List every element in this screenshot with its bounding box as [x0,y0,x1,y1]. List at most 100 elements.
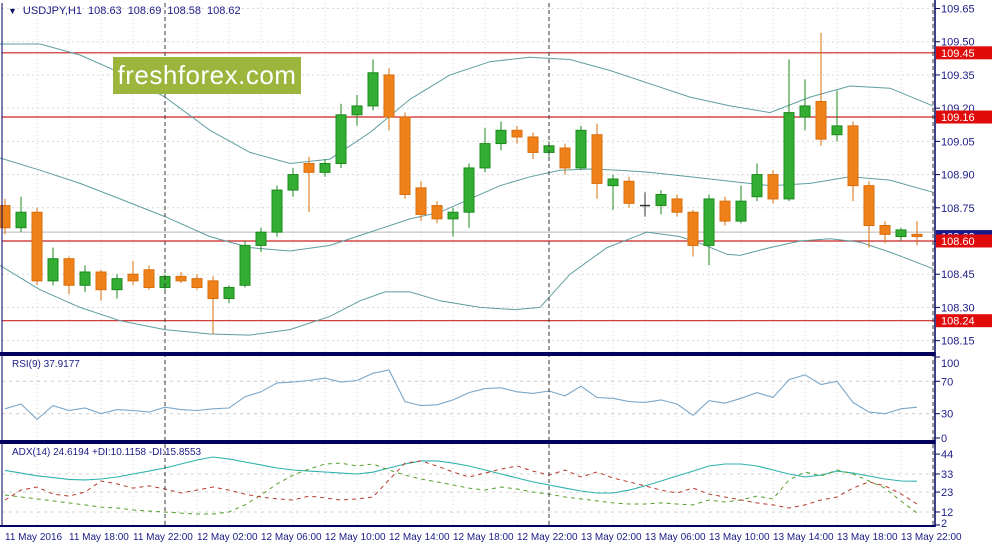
rsi-tick-label: 70 [941,376,953,388]
candle-body [671,198,683,213]
candle-body [447,211,459,220]
candle-body [271,189,283,233]
svg-text:109.45: 109.45 [941,48,975,60]
candle-body [335,114,347,165]
candle-body [15,211,27,229]
time-tick-label: 11 May 22:00 [133,532,193,543]
candle-body [239,244,251,286]
candle-body [799,105,811,118]
time-tick-label: 13 May 22:00 [901,532,962,543]
candle-body [719,200,731,222]
candle-body [735,200,747,222]
symbol-header: ▼ USDJPY,H1 108.63 108.69 108.58 108.62 [8,5,241,17]
rsi-line [4,369,918,421]
candle-body [255,231,267,246]
time-tick-label: 13 May 10:00 [709,532,770,543]
rsi-tick-label: 30 [941,409,953,421]
candle-body [847,125,859,187]
indicator-axis[interactable]: 100 70 30 0 44 33 23 122 [935,356,959,530]
ohlc-low: 108.58 [167,5,201,17]
rsi-tick-label: 0 [941,433,947,445]
symbol-dropdown-icon[interactable]: ▼ [8,6,17,16]
time-tick-label: 12 May 22:00 [517,532,578,543]
candle-body [783,112,795,200]
ohlc-open: 108.63 [88,5,122,17]
candle-body [911,233,923,238]
price-tick-label: 108.30 [941,302,975,314]
adx-main-line [4,456,918,494]
time-tick-label: 13 May 18:00 [837,532,898,543]
level-price-badge [936,110,992,124]
time-tick-label: 12 May 06:00 [261,532,322,543]
candle-body [47,258,59,282]
rsi-indicator-label: RSI(9) 37.9177 [12,359,80,370]
price-tick-label: 109.65 [941,4,975,16]
candle-body [655,194,667,207]
time-tick-label: 12 May 14:00 [389,532,450,543]
candle-body [687,211,699,246]
candle-body [207,280,219,300]
candle-body [399,116,411,196]
candle-body [751,174,763,198]
candle-body [815,101,827,140]
time-tick-label: 11 May 2016 [5,532,63,543]
candle-body [223,286,235,300]
ohlc-close: 108.62 [207,5,241,17]
price-tick-label: 109.50 [941,37,975,49]
candle-body [287,174,299,191]
candle-body [63,258,75,286]
ohlc-high: 108.69 [127,5,162,17]
time-tick-label: 12 May 18:00 [453,532,514,543]
candle-body [703,198,715,246]
candle-body [351,105,363,116]
candle-body [463,167,475,213]
time-axis[interactable]: 11 May 2016 11 May 18:00 11 May 22:00 12 Ma… [5,532,962,543]
candle-body [0,205,11,229]
time-tick-label: 12 May 02:00 [197,532,258,543]
candle-body [143,269,155,288]
adx-indicator-label: ADX(14) 24.6194 +DI:10.1158 -DI:15.8553 [12,447,202,458]
symbol-name: USDJPY,H1 [22,5,83,17]
candles-layer [0,32,923,334]
candle-body [559,147,571,169]
adx-minus-di-line [4,460,918,509]
price-tick-label: 108.75 [941,203,975,215]
candle-body [95,271,107,291]
svg-text:109.16: 109.16 [941,112,975,124]
candle-body [383,74,395,118]
time-tick-label: 11 May 18:00 [69,532,129,543]
price-level-lines [2,52,935,322]
candle-body [527,136,539,153]
adx-tick-label: 44 [941,449,953,461]
time-tick-label: 13 May 14:00 [773,532,834,543]
broker-watermark: freshforex.com [113,57,301,94]
price-tick-label: 108.45 [941,269,975,281]
candle-body [575,129,587,169]
candle-body [879,225,891,235]
candle-body [607,178,619,187]
candle-body [895,229,907,238]
candle-body [863,185,875,227]
adx-tick-label: 2 [941,518,947,530]
candle-body [623,180,635,204]
bollinger-middle-band [0,157,934,252]
candle-body [767,174,779,200]
price-tick-label: 109.35 [941,70,975,82]
candle-body [303,163,315,173]
adx-tick-label: 23 [941,487,953,499]
price-axis[interactable]: 109.65109.50109.35109.20109.05108.90108.… [935,4,992,348]
candle-body [319,163,331,173]
candle-body [191,278,203,288]
level-price-badge [936,46,992,60]
time-tick-label: 12 May 10:00 [325,532,386,543]
price-tick-label: 108.15 [941,336,975,348]
candle-body [127,273,139,282]
adx-plus-di-line [4,462,918,515]
candle-body [367,72,379,107]
time-tick-label: 13 May 02:00 [581,532,642,543]
candle-body [495,129,507,145]
candle-body [479,143,491,169]
candle-body [175,275,187,282]
